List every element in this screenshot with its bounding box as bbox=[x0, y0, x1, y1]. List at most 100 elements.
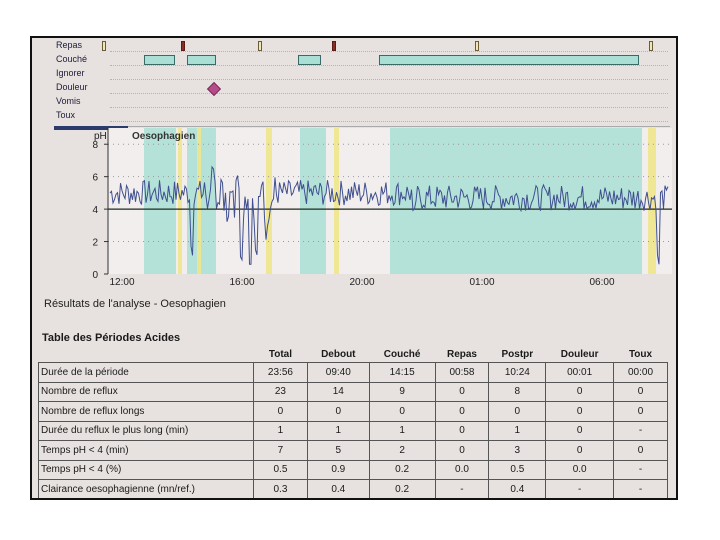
table-cell: 0.2 bbox=[368, 459, 436, 480]
table-cell: 0 bbox=[434, 440, 490, 461]
lying-period[interactable] bbox=[379, 55, 639, 65]
table-header-row: Total Debout Couché Repas Postpr Douleur… bbox=[39, 346, 668, 363]
meal-band bbox=[266, 128, 272, 274]
event-label-ignorer: Ignorer bbox=[56, 68, 85, 78]
table-cell: 0 bbox=[613, 381, 668, 402]
x-ticks: 12:00 16:00 20:00 01:00 06:00 bbox=[109, 277, 614, 288]
table-cell: 00:01 bbox=[545, 362, 615, 383]
table-cell: 09:40 bbox=[306, 362, 370, 383]
lying-period[interactable] bbox=[298, 55, 321, 65]
lying-band bbox=[390, 128, 642, 274]
table-cell: 1 bbox=[488, 420, 547, 441]
table-cell: 0.3 bbox=[253, 479, 308, 498]
lying-period[interactable] bbox=[187, 55, 216, 65]
table-cell: 0.9 bbox=[306, 459, 370, 480]
table-row: Temps pH < 4 (%) 0.5 0.9 0.2 0.0 0.5 0.0- bbox=[38, 459, 668, 480]
table-cell: 0 bbox=[434, 401, 490, 422]
table-cell: - bbox=[545, 479, 615, 498]
table-cell: 0.4 bbox=[488, 479, 547, 498]
col-header-total: Total bbox=[268, 348, 293, 360]
table-cell: 0.2 bbox=[368, 479, 436, 498]
table-cell: 0 bbox=[368, 401, 436, 422]
table-cell: 23 bbox=[253, 381, 308, 402]
y-tick-label: 4 bbox=[92, 205, 98, 216]
results-title: Résultats de l'analyse - Oesophagien bbox=[44, 298, 226, 310]
section-divider bbox=[54, 126, 670, 127]
event-label-douleur: Douleur bbox=[56, 82, 88, 92]
row-label: Clairance oesophagienne (mn/ref.) bbox=[38, 479, 254, 498]
table-cell: 8 bbox=[488, 381, 547, 402]
x-tick-label: 01:00 bbox=[469, 277, 494, 288]
event-row-divider bbox=[110, 65, 668, 66]
table-row: Clairance oesophagienne (mn/ref.) 0.3 0.4 0… bbox=[38, 479, 668, 498]
x-tick-label: 20:00 bbox=[349, 277, 374, 288]
col-header-repas: Repas bbox=[446, 348, 477, 360]
meal-marker[interactable] bbox=[258, 41, 262, 51]
ph-chart: 0 2 4 6 8 12:00 16:00 20:00 01:00 06:00 pH Oesop… bbox=[92, 128, 672, 288]
event-label-toux: Toux bbox=[56, 110, 76, 120]
event-row-divider bbox=[110, 79, 668, 80]
table-cell: 0 bbox=[613, 401, 668, 422]
table-cell: 1 bbox=[306, 420, 370, 441]
lying-band bbox=[300, 128, 326, 274]
table-cell: - bbox=[434, 479, 490, 498]
y-tick-label: 2 bbox=[92, 238, 98, 249]
table-row: Nombre de reflux longs 0 0 0 0 0 0 0 bbox=[38, 401, 668, 422]
meal-marker[interactable] bbox=[475, 41, 479, 51]
table-cell: - bbox=[613, 479, 668, 498]
table-cell: 14:15 bbox=[368, 362, 436, 383]
table-cell: 7 bbox=[253, 440, 308, 461]
table-cell: - bbox=[613, 420, 668, 441]
table-cell: 5 bbox=[306, 440, 370, 461]
table-cell: 00:00 bbox=[613, 362, 668, 383]
table-cell: 0 bbox=[253, 401, 308, 422]
row-label: Temps pH < 4 (%) bbox=[38, 459, 254, 480]
y-ticks: 0 2 4 6 8 bbox=[92, 140, 108, 281]
col-header-couche: Couché bbox=[383, 348, 421, 360]
table-cell: - bbox=[613, 459, 668, 480]
table-row: Durée du reflux le plus long (min) 1 1 1 0 1 0… bbox=[38, 420, 668, 441]
meal-band bbox=[334, 128, 339, 274]
lying-period[interactable] bbox=[144, 55, 175, 65]
table-cell: 0 bbox=[545, 420, 615, 441]
y-tick-label: 0 bbox=[92, 270, 98, 281]
table-cell: 9 bbox=[368, 381, 436, 402]
meal-marker[interactable] bbox=[102, 41, 106, 51]
table-cell: 2 bbox=[368, 440, 436, 461]
table-cell: 00:58 bbox=[434, 362, 490, 383]
table-cell: 0 bbox=[306, 401, 370, 422]
row-label: Nombre de reflux bbox=[38, 381, 254, 402]
header-blank bbox=[39, 346, 254, 363]
row-label: Temps pH < 4 (min) bbox=[38, 440, 254, 461]
event-row-divider bbox=[110, 93, 668, 94]
table-cell: 0 bbox=[434, 420, 490, 441]
meal-band bbox=[648, 128, 656, 274]
meal-marker[interactable] bbox=[332, 41, 336, 51]
y-tick-label: 8 bbox=[92, 140, 98, 151]
event-row-divider bbox=[110, 107, 668, 108]
event-row-divider bbox=[110, 51, 668, 52]
meal-marker[interactable] bbox=[181, 41, 185, 51]
table-cell: 0 bbox=[488, 401, 547, 422]
chart-bands bbox=[108, 128, 672, 274]
table-cell: 3 bbox=[488, 440, 547, 461]
row-label: Durée de la période bbox=[38, 362, 254, 383]
meal-band bbox=[197, 128, 201, 274]
col-header-toux: Toux bbox=[628, 348, 653, 360]
table-cell: 14 bbox=[306, 381, 370, 402]
y-axis-label: pH bbox=[94, 131, 107, 142]
table-row: Nombre de reflux 23 14 9 0 8 0 0 bbox=[38, 381, 668, 402]
table-cell: 0 bbox=[545, 381, 615, 402]
table-row: Durée de la période 23:56 09:40 14:15 00:58 1… bbox=[38, 362, 668, 383]
table-cell: 0.0 bbox=[434, 459, 490, 480]
table-cell: 10:24 bbox=[488, 362, 547, 383]
table-cell: 23:56 bbox=[253, 362, 308, 383]
row-label: Durée du reflux le plus long (min) bbox=[38, 420, 254, 441]
table-cell: 0.4 bbox=[306, 479, 370, 498]
selected-channel-bar bbox=[54, 126, 128, 130]
table-cell: 1 bbox=[253, 420, 308, 441]
meal-band bbox=[178, 128, 182, 274]
col-header-douleur: Douleur bbox=[560, 348, 599, 360]
meal-marker[interactable] bbox=[649, 41, 653, 51]
col-header-debout: Debout bbox=[321, 348, 356, 360]
